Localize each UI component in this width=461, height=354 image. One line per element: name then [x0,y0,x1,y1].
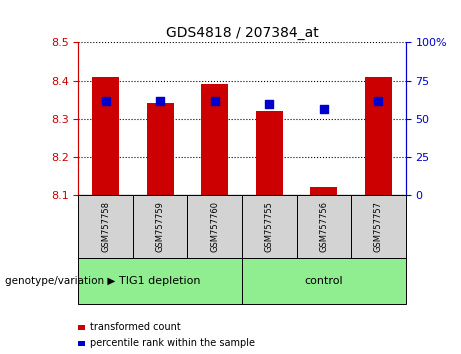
Text: genotype/variation ▶: genotype/variation ▶ [5,276,115,286]
Text: GSM757757: GSM757757 [374,201,383,252]
Point [102,99,109,104]
Bar [201,84,228,195]
Text: GSM757755: GSM757755 [265,201,274,252]
Point [266,101,273,107]
Bar [365,77,392,195]
Text: GSM757758: GSM757758 [101,201,110,252]
Point [320,106,327,112]
Text: TIG1 depletion: TIG1 depletion [119,276,201,286]
Text: GSM757760: GSM757760 [210,201,219,252]
Bar [147,103,174,195]
Bar [256,111,283,195]
Text: control: control [305,276,343,286]
Point [211,99,219,104]
Text: transformed count: transformed count [90,322,181,332]
Point [375,99,382,104]
Point [157,99,164,104]
Text: percentile rank within the sample: percentile rank within the sample [90,338,255,348]
Bar [92,77,119,195]
Text: GSM757759: GSM757759 [156,201,165,252]
Title: GDS4818 / 207384_at: GDS4818 / 207384_at [165,26,319,40]
Text: GSM757756: GSM757756 [319,201,328,252]
Bar [310,187,337,195]
